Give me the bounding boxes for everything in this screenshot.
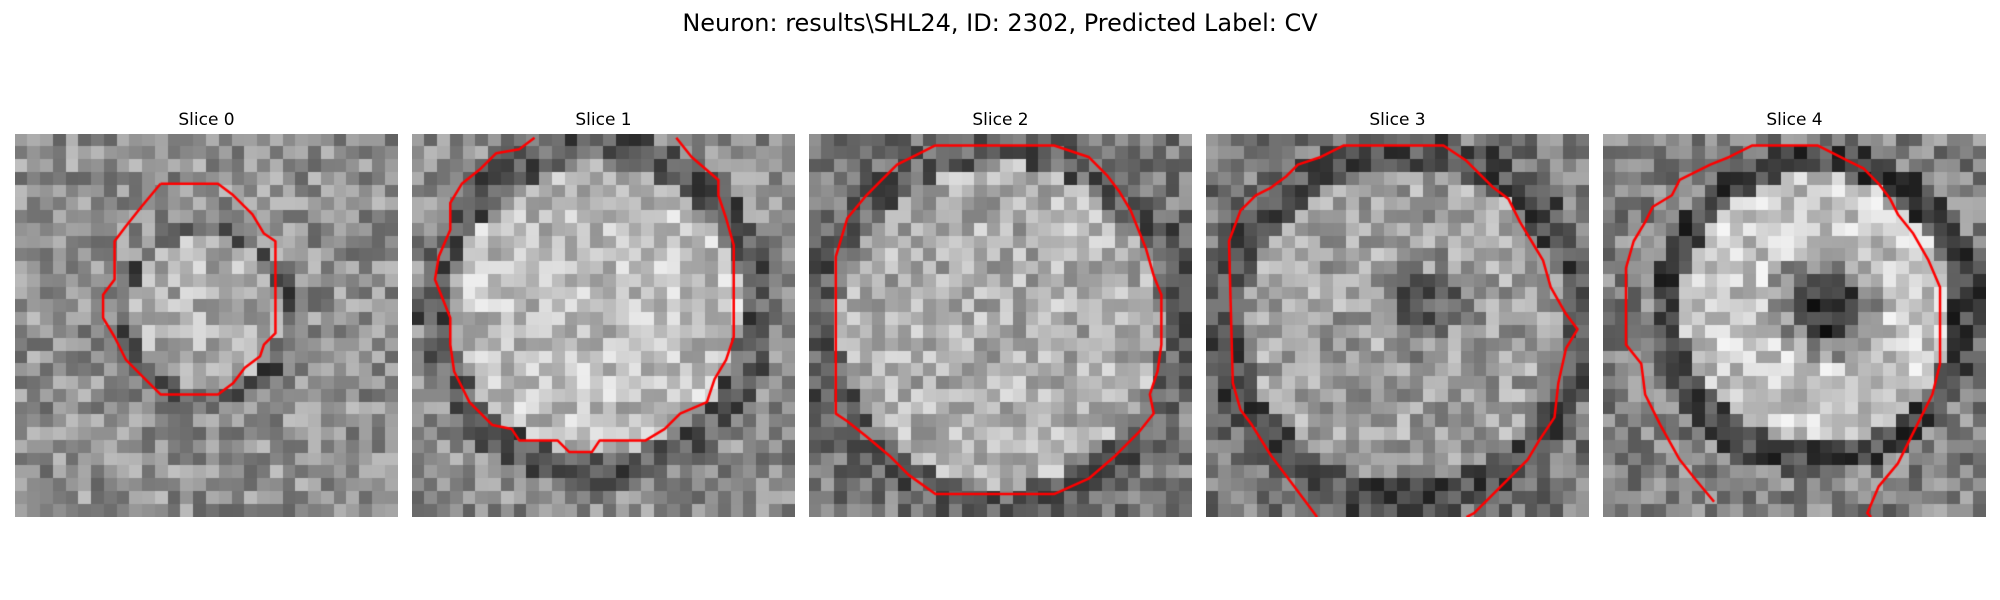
slice-panel-4: Slice 4 bbox=[1603, 110, 1986, 517]
slice-image bbox=[809, 134, 1192, 517]
slice-panel-2: Slice 2 bbox=[809, 110, 1192, 517]
slice-title: Slice 0 bbox=[178, 110, 235, 130]
slice-title: Slice 3 bbox=[1369, 110, 1426, 130]
slice-image bbox=[1206, 134, 1589, 517]
slice-image bbox=[412, 134, 795, 517]
figure-title: Neuron: results\SHL24, ID: 2302, Predict… bbox=[682, 9, 1318, 37]
slice-panel-1: Slice 1 bbox=[412, 110, 795, 517]
slice-panel-0: Slice 0 bbox=[15, 110, 398, 517]
slice-title: Slice 2 bbox=[972, 110, 1029, 130]
slice-image bbox=[1603, 134, 1986, 517]
slice-panel-3: Slice 3 bbox=[1206, 110, 1589, 517]
slice-title: Slice 1 bbox=[575, 110, 632, 130]
slice-title: Slice 4 bbox=[1766, 110, 1823, 130]
slice-image bbox=[15, 134, 398, 517]
